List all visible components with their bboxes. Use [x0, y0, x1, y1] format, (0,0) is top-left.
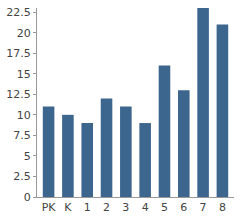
svg-text:4: 4 [142, 201, 149, 214]
svg-text:PK: PK [42, 201, 57, 214]
svg-text:7: 7 [200, 201, 207, 214]
svg-text:5: 5 [24, 150, 31, 163]
svg-text:8: 8 [219, 201, 226, 214]
svg-text:2: 2 [103, 201, 110, 214]
svg-text:6: 6 [180, 201, 187, 214]
svg-text:0: 0 [24, 191, 31, 204]
svg-text:17.5: 17.5 [6, 47, 31, 60]
svg-text:1: 1 [84, 201, 91, 214]
svg-text:2.5: 2.5 [13, 170, 31, 183]
svg-text:22.5: 22.5 [6, 6, 31, 19]
svg-text:20: 20 [17, 27, 31, 40]
svg-text:15: 15 [17, 68, 31, 81]
svg-text:K: K [64, 201, 72, 214]
svg-text:7.5: 7.5 [13, 129, 31, 142]
svg-text:10: 10 [17, 109, 31, 122]
svg-text:12.5: 12.5 [6, 88, 31, 101]
svg-text:5: 5 [161, 201, 168, 214]
svg-text:3: 3 [122, 201, 129, 214]
